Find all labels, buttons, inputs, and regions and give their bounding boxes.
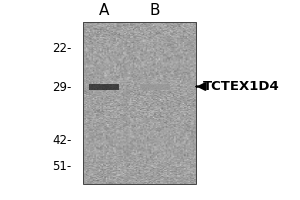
Text: TCTEX1D4: TCTEX1D4 xyxy=(202,80,279,93)
Text: B: B xyxy=(149,3,160,18)
Text: 29-: 29- xyxy=(52,81,71,94)
Text: 51-: 51- xyxy=(52,160,71,173)
Text: 42-: 42- xyxy=(52,134,71,147)
Bar xyxy=(83,22,196,184)
Text: 22-: 22- xyxy=(52,42,71,55)
Text: A: A xyxy=(99,3,110,18)
